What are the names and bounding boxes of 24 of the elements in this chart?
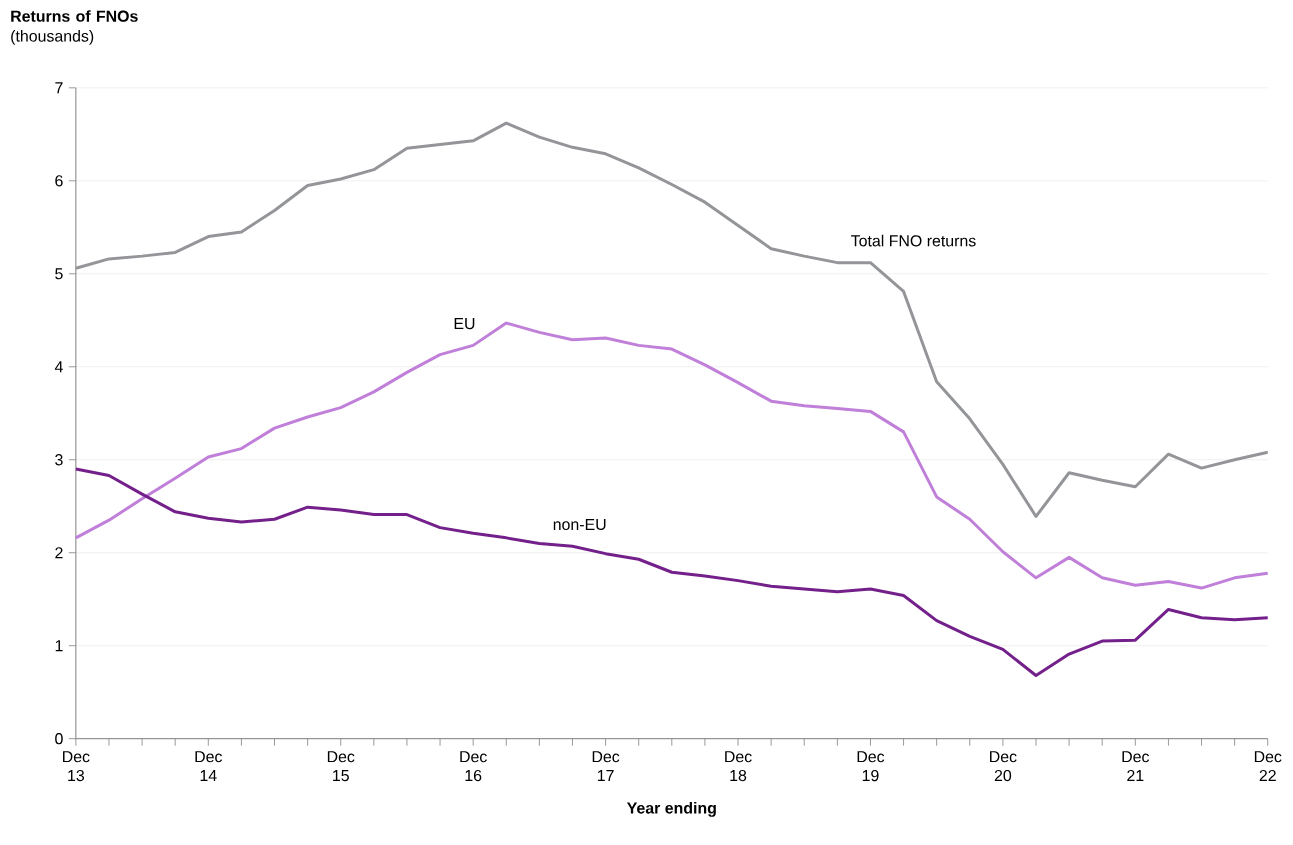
x-tick-label: Dec 17 — [592, 751, 620, 782]
x-tick-label: Dec 16 — [460, 751, 487, 782]
x-tick-label: Dec 19 — [857, 751, 885, 782]
y-axis-title: Returns of FNOs (thousands) — [11, 10, 138, 46]
y-tick-label: 5 — [55, 268, 63, 280]
x-tick-label: Dec 13 — [63, 751, 90, 782]
x-tick-label: Dec 22 — [1254, 751, 1282, 782]
y-tick-label: 6 — [55, 175, 63, 187]
y-tick-label: 0 — [55, 733, 63, 745]
y-tick-label: 4 — [54, 361, 63, 373]
x-tick-label: Dec 14 — [195, 751, 223, 782]
y-tick-label: 1 — [55, 640, 63, 652]
x-tick-label: Dec 15 — [327, 751, 355, 782]
y-tick-label: 2 — [55, 547, 63, 559]
x-tick-label: Dec 21 — [1122, 751, 1150, 782]
x-tick-label: Dec 18 — [725, 751, 752, 782]
series-label: Total FNO returns — [851, 235, 976, 247]
x-axis-title: Year ending — [626, 802, 716, 818]
y-tick-label: 3 — [55, 454, 63, 466]
y-tick-label: 7 — [55, 82, 63, 94]
x-tick-label: Dec 20 — [990, 751, 1017, 782]
series-label: non-EU — [553, 519, 606, 531]
series-label: EU — [454, 318, 475, 330]
line-series — [74, 467, 1270, 678]
